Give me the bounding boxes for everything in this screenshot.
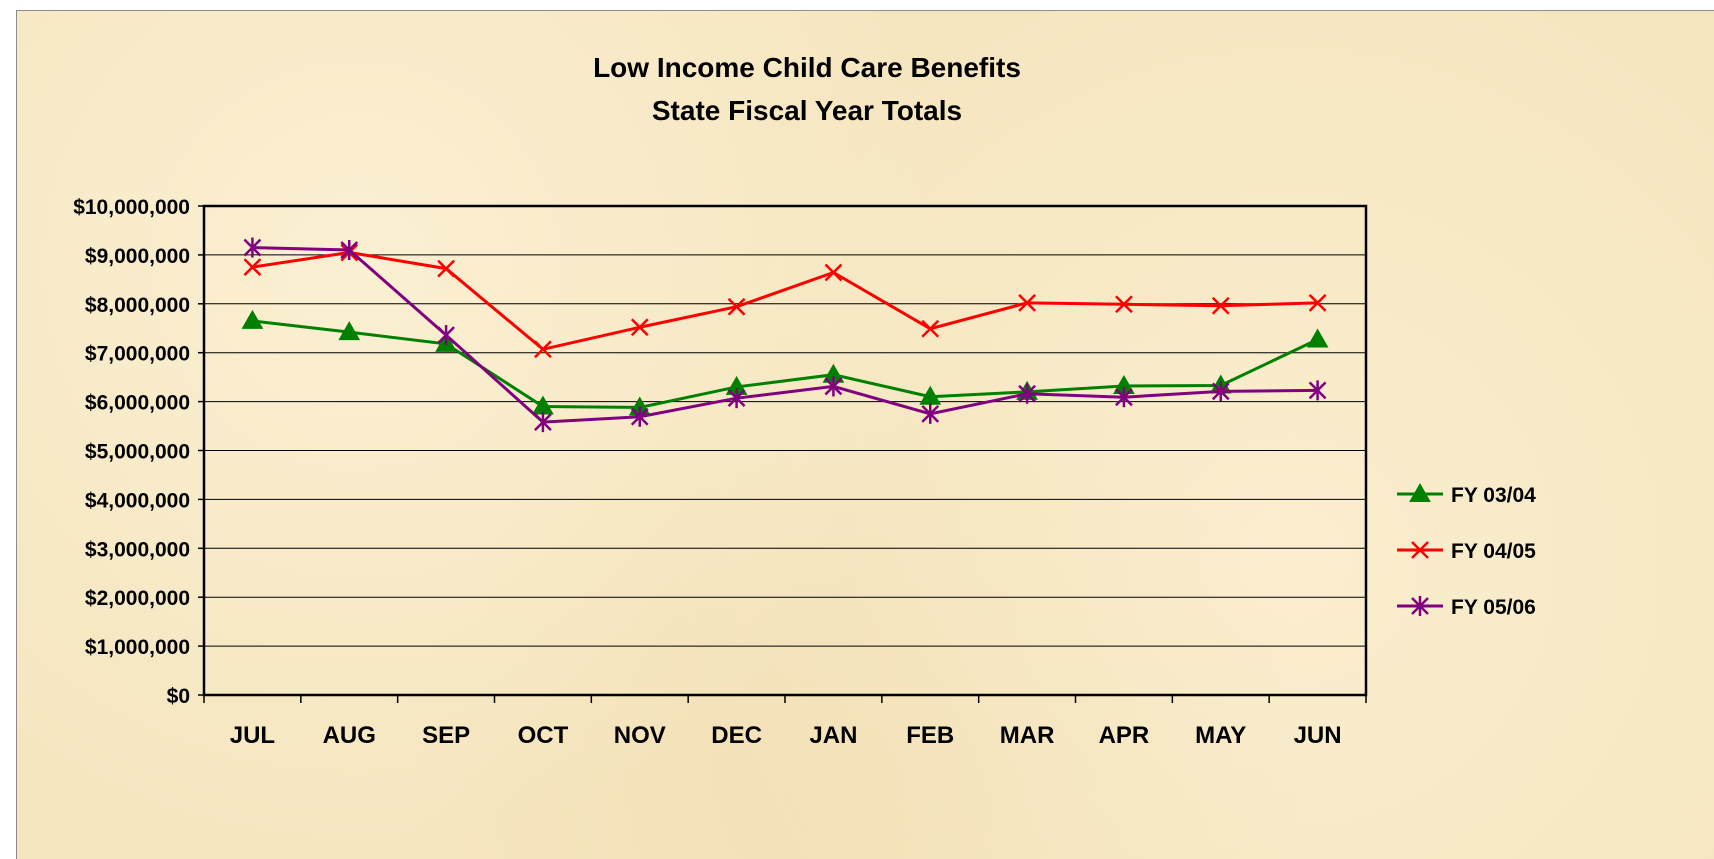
data-point bbox=[1308, 380, 1327, 401]
x-tick-label: APR bbox=[1099, 722, 1150, 749]
data-point bbox=[1306, 328, 1329, 348]
legend-label: FY 05/06 bbox=[1451, 596, 1536, 619]
y-tick-label: $7,000,000 bbox=[85, 343, 190, 366]
y-axis-tick-labels: $0 $1,000,000 $2,000,000 $3,000,000 $4,000,0… bbox=[73, 196, 190, 708]
line-chart: Low Income Child Care Benefits State Fis… bbox=[73, 52, 1536, 749]
data-point bbox=[727, 388, 746, 409]
data-point bbox=[630, 406, 649, 427]
series-lines bbox=[241, 237, 1329, 433]
y-tick-label: $1,000,000 bbox=[85, 636, 190, 659]
chart-title-line-1: Low Income Child Care Benefits bbox=[593, 52, 1021, 83]
data-point bbox=[338, 321, 361, 341]
data-point bbox=[1308, 293, 1327, 312]
chart-title-line-2: State Fiscal Year Totals bbox=[652, 95, 962, 126]
x-tick-label: SEP bbox=[422, 722, 470, 749]
data-point bbox=[921, 403, 940, 424]
data-point bbox=[534, 412, 552, 433]
data-point bbox=[1018, 383, 1036, 404]
x-tick-label: JUL bbox=[230, 722, 275, 749]
x-tick-label: MAR bbox=[1000, 722, 1055, 749]
x-axis-tick-labels: JUL AUG SEP OCT NOV DEC JAN FEB MAR APR MAY JUN bbox=[230, 722, 1342, 749]
series-line bbox=[252, 246, 1318, 424]
data-point bbox=[921, 319, 940, 338]
x-tick-label: FEB bbox=[906, 722, 954, 749]
x-tick-label: AUG bbox=[323, 722, 376, 749]
y-tick-label: $9,000,000 bbox=[85, 245, 190, 268]
x-tick-label: JUN bbox=[1294, 722, 1342, 749]
series-line bbox=[252, 250, 1318, 351]
data-point bbox=[437, 259, 455, 278]
data-point bbox=[824, 376, 843, 397]
data-point bbox=[1211, 381, 1230, 402]
data-point bbox=[534, 340, 552, 359]
data-point bbox=[824, 263, 843, 282]
y-tick-label: $3,000,000 bbox=[85, 538, 190, 561]
x-tick-label: DEC bbox=[711, 722, 762, 749]
data-point bbox=[630, 318, 649, 337]
data-point bbox=[340, 240, 359, 261]
y-tick-label: $2,000,000 bbox=[85, 587, 190, 610]
chart-area: Low Income Child Care Benefits State Fis… bbox=[16, 10, 1714, 859]
data-point bbox=[1115, 387, 1133, 408]
y-tick-label: $6,000,000 bbox=[85, 392, 190, 415]
y-tick-label: $10,000,000 bbox=[73, 196, 190, 219]
y-tick-label: $0 bbox=[167, 685, 190, 708]
legend-marker bbox=[1411, 596, 1429, 616]
data-point bbox=[727, 297, 746, 316]
legend: FY 03/04 FY 04/05 FY 05/06 bbox=[1397, 482, 1536, 619]
data-point bbox=[241, 309, 264, 329]
data-point bbox=[1211, 296, 1230, 315]
y-tick-label: $8,000,000 bbox=[85, 294, 190, 317]
y-tick-label: $5,000,000 bbox=[85, 441, 190, 464]
x-tick-label: OCT bbox=[518, 722, 569, 749]
x-tick-label: JAN bbox=[809, 722, 857, 749]
data-point bbox=[243, 237, 262, 258]
data-point bbox=[1018, 293, 1036, 312]
legend-marker bbox=[1411, 541, 1429, 559]
x-tick-label: MAY bbox=[1195, 722, 1246, 749]
x-tick-label: NOV bbox=[614, 722, 666, 749]
data-point bbox=[243, 258, 262, 277]
data-point bbox=[1115, 295, 1133, 314]
y-tick-label: $4,000,000 bbox=[85, 489, 190, 512]
data-point bbox=[437, 325, 455, 346]
legend-label: FY 03/04 bbox=[1451, 484, 1536, 507]
series-line bbox=[252, 319, 1319, 409]
legend-marker bbox=[1409, 482, 1431, 502]
gridlines bbox=[198, 204, 1368, 703]
legend-label: FY 04/05 bbox=[1451, 540, 1536, 563]
